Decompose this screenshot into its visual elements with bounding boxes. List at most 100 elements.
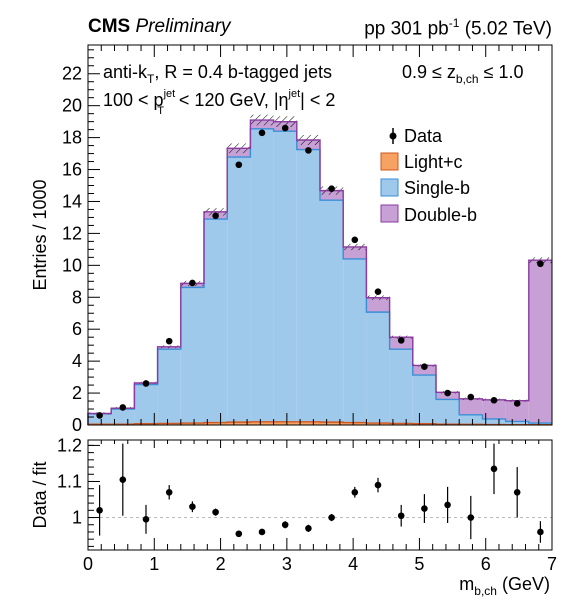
data-point-9 [305,147,312,154]
bar-single-1 [111,409,135,425]
bar-single-5 [204,219,228,423]
data-point-1 [119,404,127,411]
legend-light-label: Light+c [404,152,463,172]
main-y-tick-label: 14 [62,191,82,211]
bar-double-12 [366,297,390,313]
ratio-point-11 [351,488,359,496]
legend-data-label: Data [404,126,443,146]
bar-single-19 [528,423,552,425]
ratio-point-8 [281,521,289,529]
main-y-tick-label: 12 [62,223,82,243]
main-y-tick-label: 2 [72,383,82,403]
bar-double-16 [459,398,483,415]
ratio-plot-area [88,440,552,550]
ratio-layer: 1 1.1 1.2 0 1 2 3 4 5 6 7 [57,435,557,574]
bar-single-2 [134,384,158,424]
ratio-point-14 [421,505,428,512]
bar-single-8 [273,131,297,422]
bar-single-10 [320,200,344,423]
bar-light-13 [389,423,413,425]
main-y-tick-label: 20 [62,96,82,116]
bar-light-8 [273,421,297,425]
bar-single-4 [180,287,204,424]
experiment-name: CMS [88,16,131,37]
data-point-16 [467,393,475,401]
ratio-y-tick-label: 1.1 [57,471,82,491]
ratio-point-1 [119,476,127,483]
main-y-tick-label: 4 [72,351,82,371]
ratio-point-6 [235,530,243,538]
experiment-header: CMS Preliminary [88,16,231,38]
ratio-point-13 [397,512,405,520]
legend-double-label: Double-b [404,205,477,225]
bar-light-3 [157,423,181,425]
x-axis-label: mb,ch (GeV) [459,574,550,598]
bar-light-9 [296,421,320,425]
x-tick-label: 4 [348,554,358,574]
data-point-3 [165,337,173,345]
ratio-point-18 [513,488,521,496]
main-y-axis-label: Entries / 1000 [30,179,50,290]
main-y-tick-label: 22 [62,64,82,84]
ratio-point-9 [305,525,312,532]
bar-single-7 [250,128,274,422]
bar-single-15 [436,399,460,425]
bar-double-19 [528,260,552,424]
ratio-point-3 [165,488,173,496]
x-tick-label: 2 [216,554,226,574]
data-point-10 [328,185,335,192]
ratio-y-axis-label: Data / fit [30,461,50,528]
x-tick-label: 6 [481,554,491,574]
ratio-y-tick-label: 1.2 [57,435,82,455]
main-y-tick-label: 0 [72,415,82,435]
x-tick-label: 3 [282,554,292,574]
bar-light-10 [320,422,344,425]
data-point-4 [189,279,196,287]
bar-single-16 [459,414,483,425]
bar-double-18 [505,400,529,422]
bar-light-11 [343,422,367,425]
data-point-13 [397,337,405,344]
bar-single-6 [227,157,251,423]
legend-data-marker [389,132,397,140]
bar-single-18 [505,421,529,425]
main-y-tick-label: 10 [62,255,82,275]
ratio-point-15 [444,501,451,509]
bar-single-13 [389,349,413,424]
legend-entry-light: Light+c [380,152,463,172]
main-plot-frame [87,44,553,426]
bar-light-6 [227,422,251,425]
legend-single-label: Single-b [404,178,470,198]
bar-single-0 [88,413,112,425]
bar-single-3 [157,349,181,424]
bar-single-11 [343,258,367,423]
jet-algorithm-label: anti-kT, R = 0.4 b-tagged jets [103,62,332,86]
ratio-point-12 [374,481,382,489]
legend-double-swatch [380,204,399,223]
bar-single-17 [482,418,506,425]
ratio-point-16 [467,514,475,521]
main-layer: 0 2 4 6 8 10 12 14 16 18 20 22 [62,45,553,435]
beam-suffix: (5.02 TeV) [464,18,552,40]
ratio-point-10 [328,514,335,521]
bar-light-4 [180,423,204,425]
bar-double-11 [343,246,367,259]
bar-light-7 [250,421,274,425]
beam-info: pp 301 pb-1 (5.02 TeV) [364,16,552,40]
data-point-12 [374,288,382,295]
ratio-plot-frame [87,439,553,551]
bar-light-5 [204,422,228,425]
bar-double-10 [320,190,344,201]
kinematic-cuts-label: 100 < pjet T < 120 GeV, |ηjet| < 2 [103,88,335,117]
x-tick-label: 7 [547,554,557,574]
outline-double [87,119,552,425]
beam-sup: -1 [448,16,460,30]
data-point-5 [212,212,219,220]
data-point-11 [351,236,359,244]
main-y-tick-label: 8 [72,287,82,307]
status-label: Preliminary [135,16,231,37]
legend-entry-single: Single-b [380,178,470,198]
legend: Data Light+c Single-b Double-b [380,126,477,225]
